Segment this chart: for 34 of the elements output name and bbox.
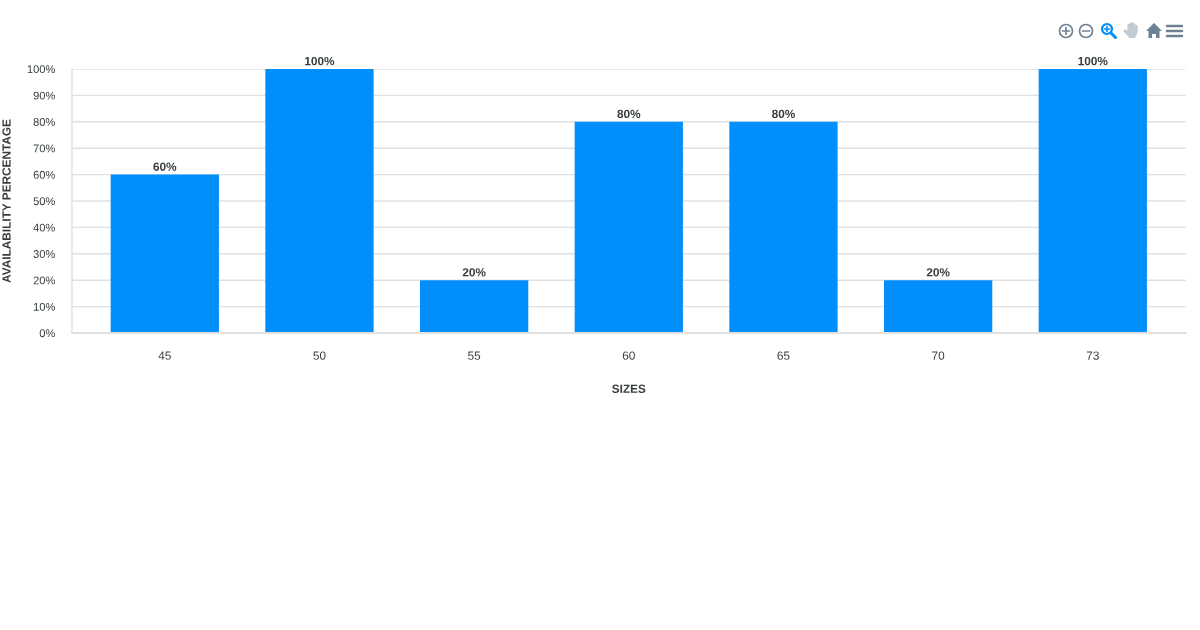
bar (110, 174, 219, 334)
y-axis-title: AVAILABILITY PERCENTAGE (2, 119, 11, 283)
y-tick-label: 90% (33, 91, 55, 100)
y-tick-label: 60% (33, 170, 55, 179)
y-tick-label: 100% (27, 65, 55, 74)
bar (574, 121, 683, 334)
y-tick-label: 40% (33, 223, 55, 232)
bar (265, 68, 374, 334)
y-tick-label: 80% (33, 118, 55, 126)
x-tick-label: 73 (1086, 351, 1099, 360)
x-tick-label: 55 (468, 351, 481, 360)
data-label: 20% (926, 268, 950, 277)
data-label: 80% (772, 109, 795, 119)
y-tick-label: 30% (33, 250, 55, 258)
x-axis-title: SIZES (612, 384, 646, 393)
y-tick-label: 20% (33, 276, 55, 285)
data-label: 80% (617, 109, 641, 119)
data-label: 100% (1078, 56, 1108, 66)
bar (420, 280, 529, 334)
data-label: 20% (462, 268, 486, 277)
x-tick-label: 65 (777, 351, 790, 360)
bar (884, 280, 993, 334)
x-tick-label: 70 (932, 351, 945, 360)
data-label: 60% (153, 162, 177, 171)
bar (729, 121, 838, 334)
x-tick-label: 60 (622, 351, 635, 360)
y-tick-label: 70% (33, 144, 55, 153)
x-tick-label: 50 (313, 351, 326, 360)
y-tick-label: 10% (33, 302, 55, 311)
bar (1038, 68, 1147, 334)
y-tick-label: 0% (39, 329, 55, 338)
y-tick-label: 50% (33, 197, 55, 206)
x-tick-label: 45 (158, 351, 171, 360)
data-label: 100% (305, 56, 335, 66)
